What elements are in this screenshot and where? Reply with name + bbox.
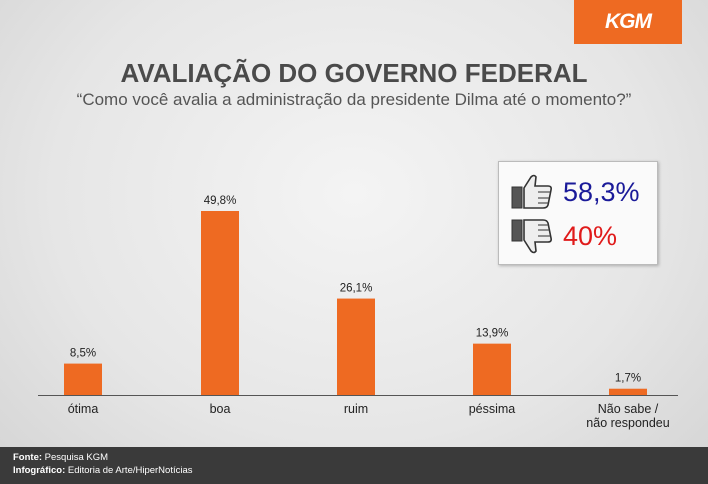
data-label-3: 13,9% [476, 328, 509, 340]
footer-credit: Infográfico: Editoria de Arte/HiperNotíc… [13, 465, 193, 476]
bar-2 [337, 298, 375, 395]
category-label-0: ótima [68, 402, 99, 416]
approval-value: 58,3% [563, 176, 640, 207]
footer: Fonte: Pesquisa KGM Infográfico: Editori… [0, 447, 708, 484]
category-label-4-0: Não sabe / [598, 402, 659, 416]
approval-summary-box: 58,3% 40% [498, 161, 658, 265]
category-label-3: péssima [469, 402, 516, 416]
thumbs-up-icon [511, 174, 552, 209]
thumbs-down-icon [511, 219, 552, 254]
chart-subtitle: “Como você avalia a administração da pre… [76, 90, 632, 109]
kgm-logo: KGM [574, 0, 682, 44]
category-label-1: boa [210, 402, 231, 416]
footer-source: Fonte: Pesquisa KGM [13, 452, 109, 463]
bar-chart: 8,5% ótima 49,8% boa 26,1% ruim 13,9% péssima 1,… [38, 195, 678, 430]
data-label-4: 1,7% [615, 373, 641, 385]
approval-stat: 58,3% [511, 174, 640, 210]
data-label-1: 49,8% [204, 195, 237, 207]
bar-4 [609, 388, 647, 395]
chart-title: AVALIAÇÃO DO GOVERNO FEDERAL [120, 58, 588, 88]
bar-1 [201, 211, 239, 395]
category-label-2: ruim [344, 402, 368, 416]
bar-3 [473, 343, 511, 395]
category-label-4-1: não respondeu [586, 416, 669, 430]
bar-0 [64, 363, 102, 395]
data-label-0: 8,5% [70, 348, 96, 360]
disapproval-value: 40% [563, 220, 618, 251]
disapproval-stat: 40% [511, 218, 617, 254]
data-label-2: 26,1% [340, 283, 373, 295]
